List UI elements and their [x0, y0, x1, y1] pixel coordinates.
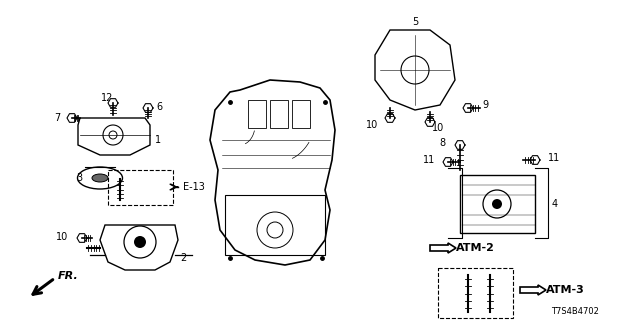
Circle shape — [134, 236, 146, 248]
Text: 11: 11 — [423, 155, 435, 165]
Bar — [225, 195, 325, 255]
Text: 10: 10 — [432, 123, 444, 133]
Text: 8: 8 — [440, 138, 446, 148]
Bar — [460, 175, 535, 233]
Text: 12: 12 — [100, 93, 113, 103]
Polygon shape — [108, 99, 118, 107]
Polygon shape — [67, 114, 77, 122]
Text: 2: 2 — [180, 253, 186, 263]
Text: 9: 9 — [482, 100, 488, 110]
Bar — [108, 170, 173, 205]
Polygon shape — [443, 158, 453, 166]
Text: 10: 10 — [365, 120, 378, 130]
Text: 5: 5 — [412, 17, 418, 27]
Polygon shape — [463, 104, 473, 112]
Text: 7: 7 — [54, 113, 60, 123]
Text: T7S4B4702: T7S4B4702 — [551, 308, 599, 316]
Text: 1: 1 — [155, 135, 161, 145]
Text: 3: 3 — [76, 173, 82, 183]
Text: 11: 11 — [548, 153, 560, 163]
Ellipse shape — [92, 174, 108, 182]
Text: E-13: E-13 — [183, 182, 205, 192]
Bar — [248, 100, 266, 128]
Polygon shape — [530, 156, 540, 164]
Text: 6: 6 — [156, 102, 162, 112]
Polygon shape — [425, 118, 435, 126]
Polygon shape — [77, 234, 87, 242]
Bar — [270, 100, 288, 128]
Polygon shape — [385, 114, 395, 122]
Bar — [292, 100, 310, 128]
Circle shape — [492, 199, 502, 209]
Polygon shape — [143, 104, 153, 112]
Text: ATM-3: ATM-3 — [546, 285, 585, 295]
Polygon shape — [455, 141, 465, 149]
Text: FR.: FR. — [58, 271, 79, 281]
Text: 10: 10 — [56, 232, 68, 242]
Bar — [438, 268, 513, 318]
Text: ATM-2: ATM-2 — [456, 243, 495, 253]
Text: 4: 4 — [552, 199, 558, 209]
